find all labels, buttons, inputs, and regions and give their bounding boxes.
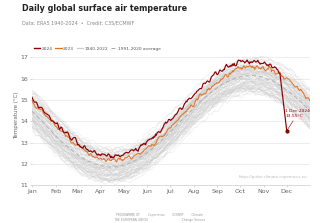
Legend: 2024, 2023, 1940-2022, 1991-2020 average: 2024, 2023, 1940-2022, 1991-2020 average bbox=[32, 45, 163, 53]
Text: PROGRAMME OF        Copernicus        ECMWF        Climate
THE EUROPEAN UNION   : PROGRAMME OF Copernicus ECMWF Climate TH… bbox=[114, 213, 206, 222]
Text: 1 Dec 2024
13.55°C: 1 Dec 2024 13.55°C bbox=[285, 109, 310, 131]
Text: https://pulse.climate.copernicus.eu: https://pulse.climate.copernicus.eu bbox=[239, 176, 308, 180]
Text: Data: ERA5 1940-2024  •  Credit: C3S/ECMWF: Data: ERA5 1940-2024 • Credit: C3S/ECMWF bbox=[22, 20, 135, 25]
Text: Daily global surface air temperature: Daily global surface air temperature bbox=[22, 4, 188, 13]
Y-axis label: Temperature (°C): Temperature (°C) bbox=[14, 91, 19, 139]
